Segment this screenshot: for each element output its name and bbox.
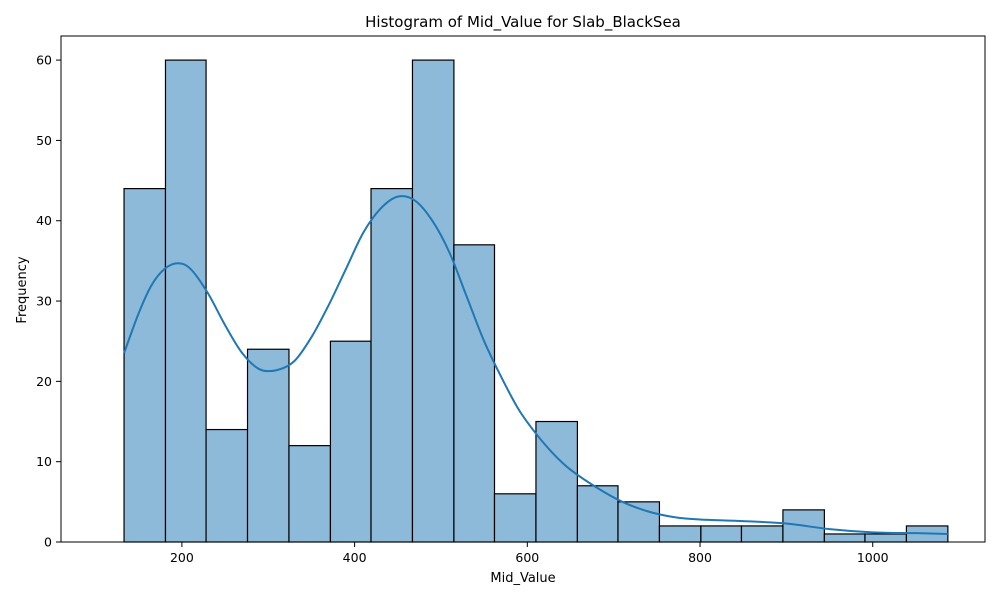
bars-group — [123, 59, 949, 543]
histogram-bar — [700, 525, 743, 543]
chart-title: Histogram of Mid_Value for Slab_BlackSea — [365, 13, 681, 32]
histogram-bar — [740, 525, 784, 543]
histogram-bar — [370, 188, 414, 543]
histogram-bar — [411, 59, 455, 543]
histogram-bar — [164, 59, 207, 543]
histogram-bar — [823, 533, 866, 543]
histogram-bar — [864, 533, 908, 543]
y-tick-label: 0 — [44, 535, 52, 550]
y-tick-label: 40 — [36, 213, 52, 228]
histogram-bar — [535, 420, 579, 543]
kde-line — [123, 195, 948, 535]
y-axis-label: Frequency — [15, 256, 30, 323]
x-tick-label: 1000 — [857, 550, 889, 565]
y-tick-label: 10 — [36, 454, 52, 469]
histogram-bar — [453, 244, 496, 543]
histogram-bar — [658, 525, 702, 543]
histogram-bar — [329, 340, 372, 543]
histogram-bar — [493, 493, 537, 543]
histogram-bar — [288, 445, 332, 543]
plot-frame — [60, 35, 986, 543]
histogram-bar — [246, 348, 290, 543]
y-tick-label: 30 — [36, 294, 52, 309]
x-tick-label: 200 — [170, 550, 194, 565]
histogram-bar — [576, 485, 619, 543]
histogram-bar — [123, 188, 167, 543]
x-tick-label: 400 — [343, 550, 367, 565]
y-tick-label: 60 — [36, 53, 52, 68]
x-axis-label: Mid_Value — [490, 571, 555, 586]
x-axis-ticks: 200 400 600 800 1000 — [170, 542, 889, 565]
y-tick-label: 20 — [36, 374, 52, 389]
x-tick-label: 800 — [688, 550, 712, 565]
histogram-bar — [205, 428, 249, 543]
y-tick-label: 50 — [36, 133, 52, 148]
x-tick-label: 600 — [515, 550, 539, 565]
y-axis-ticks: 0 10 20 30 40 50 60 — [36, 53, 61, 550]
